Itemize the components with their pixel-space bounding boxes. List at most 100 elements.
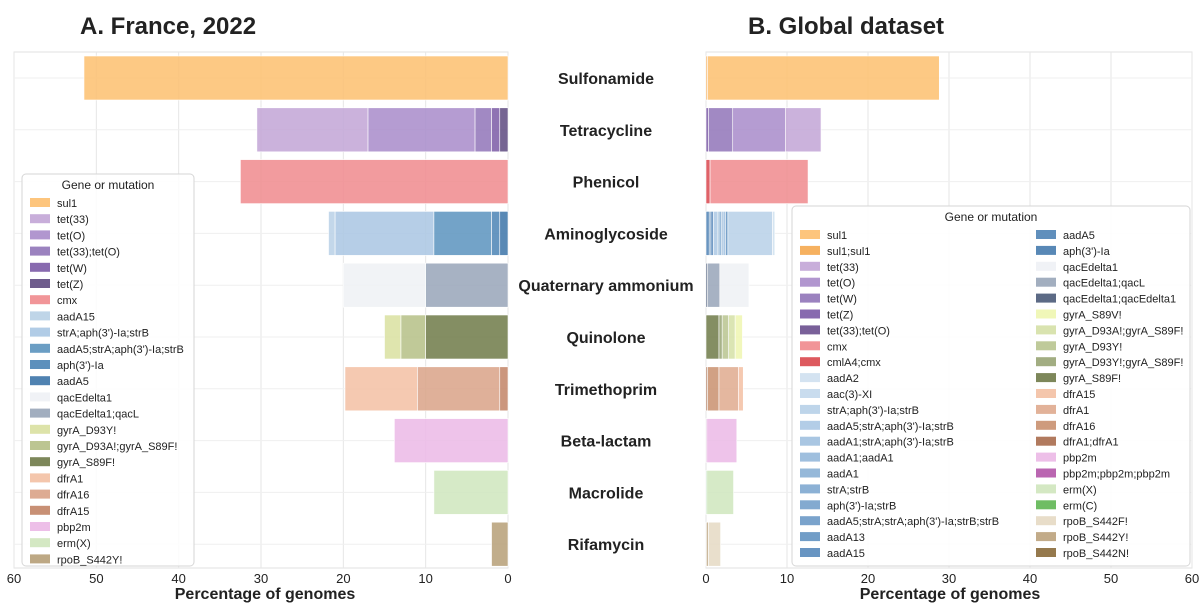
b-legend-label: aadA15 xyxy=(827,548,865,560)
a-legend-label: aadA5;strA;aph(3')-Ia;strB xyxy=(57,344,184,356)
a-bar-quinolone-gyra-d93y xyxy=(384,314,402,360)
b-bar-phenicol-cmla4-cmx xyxy=(705,159,711,204)
panel-a-xlabel: Percentage of genomes xyxy=(175,586,356,603)
b-bar-quaternary-ammonium-qacedelta1-qacl xyxy=(707,262,721,308)
a-bar-quaternary-ammonium-qacedelta1-qacl xyxy=(425,262,509,308)
b-bar-tetracycline-tet-o xyxy=(732,107,786,153)
b-tick-label: 60 xyxy=(1185,571,1199,586)
b-bar-phenicol-cmx xyxy=(709,159,809,204)
a-bar-trimethoprim-dfra15 xyxy=(499,366,509,412)
a-legend-swatch xyxy=(30,279,50,288)
b-legend-swatch xyxy=(800,516,820,526)
b-legend-label: aadA2 xyxy=(827,373,859,385)
a-legend-label: qacEdelta1;qacL xyxy=(57,409,139,421)
a-bar-tetracycline-tet-33-tet-o xyxy=(474,107,492,153)
b-bar-quinolone-gyra-d93y xyxy=(721,314,729,360)
a-bar-quinolone-gyra-d93a-gyra-s89f xyxy=(400,314,426,360)
b-legend-label: aadA1;strA;aph(3')-Ia;strB xyxy=(827,437,954,449)
b-legend-label: aac(3)-XI xyxy=(827,389,872,401)
a-legend-swatch xyxy=(30,522,50,531)
a-legend-label: strA;aph(3')-Ia;strB xyxy=(57,328,149,340)
panel-b-global: B. Global dataset 0 10 20 30 40 50 60 Percenta… xyxy=(702,13,1199,603)
b-bar-aminoglycoside-aada2 xyxy=(772,211,776,256)
b-legend-label: dfrA16 xyxy=(1063,421,1095,433)
b-legend-swatch xyxy=(1036,277,1056,287)
a-bar-aminoglycoside-aada5 xyxy=(499,211,509,256)
b-legend-label: rpoB_S442F! xyxy=(1063,516,1128,528)
b-legend-label: qacEdelta1;qacEdelta1 xyxy=(1063,294,1176,306)
a-tick-label: 50 xyxy=(89,571,103,586)
b-legend-swatch xyxy=(800,309,820,319)
a-bar-tetracycline-tet-o xyxy=(367,107,476,153)
b-legend-swatch xyxy=(1036,500,1056,510)
a-legend-swatch xyxy=(30,538,50,548)
b-tick-label: 20 xyxy=(861,571,875,586)
a-legend-swatch xyxy=(30,392,50,402)
a-legend-label: aph(3')-Ia xyxy=(57,360,105,372)
b-legend-swatch xyxy=(1036,436,1056,446)
panel-a-x-axis: 60 50 40 30 20 10 0 xyxy=(7,571,512,586)
panel-a-bars xyxy=(83,55,509,567)
a-tick-label: 10 xyxy=(418,571,432,586)
b-legend-swatch xyxy=(1036,373,1056,383)
b-legend-swatch xyxy=(1036,532,1056,542)
b-legend-swatch xyxy=(800,548,820,557)
b-legend-swatch xyxy=(1036,452,1056,462)
a-legend-swatch xyxy=(30,360,50,369)
b-legend-title: Gene or mutation xyxy=(945,210,1038,224)
a-legend-swatch xyxy=(30,473,50,483)
b-bar-rifamycin-rpob-s442f xyxy=(708,521,721,567)
b-legend-swatch xyxy=(1036,548,1056,557)
b-legend-label: gyrA_S89F! xyxy=(1063,373,1121,385)
b-legend-label: rpoB_S442N! xyxy=(1063,548,1129,560)
a-legend-swatch xyxy=(30,311,50,321)
category-label-sulfonamide: Sulfonamide xyxy=(558,71,654,88)
a-bar-sulfonamide-sul1 xyxy=(83,55,509,101)
panel-a-title: A. France, 2022 xyxy=(80,13,256,40)
a-legend-label: dfrA15 xyxy=(57,506,89,518)
a-legend-label: tet(Z) xyxy=(57,279,83,291)
b-legend-label: aph(3')-Ia;strB xyxy=(827,500,896,512)
b-tick-label: 10 xyxy=(780,571,794,586)
b-legend-swatch xyxy=(1036,293,1056,303)
b-legend-label: erm(X) xyxy=(1063,484,1097,496)
b-bar-quinolone-gyra-d93y-gyra-s89f xyxy=(718,314,723,360)
a-legend-label: gyrA_D93Y! xyxy=(57,425,116,437)
category-label-rifamycin: Rifamycin xyxy=(568,537,644,554)
a-legend-swatch xyxy=(30,246,50,256)
a-bar-trimethoprim-dfra16 xyxy=(417,366,501,412)
a-bar-tetracycline-tet-z xyxy=(499,107,509,153)
a-bar-rifamycin-rpob-s442y xyxy=(491,521,509,567)
b-legend-label: dfrA1;dfrA1 xyxy=(1063,437,1119,449)
a-bar-macrolide-erm-x xyxy=(433,470,509,515)
b-legend-swatch xyxy=(800,357,820,367)
b-legend-swatch xyxy=(800,420,820,430)
b-legend-swatch xyxy=(1036,404,1056,414)
b-bar-aminoglycoside-aada1 xyxy=(718,211,722,256)
a-legend-swatch xyxy=(30,376,50,386)
b-legend-label: aadA5;strA;aph(3')-Ia;strB xyxy=(827,421,954,433)
a-legend-swatch xyxy=(30,489,50,499)
a-legend-label: aadA5 xyxy=(57,376,89,388)
category-label-trimethoprim: Trimethoprim xyxy=(555,382,657,399)
category-label-aminoglycoside: Aminoglycoside xyxy=(544,226,668,243)
a-legend-swatch xyxy=(30,554,50,564)
b-legend-label: aadA5 xyxy=(1063,230,1095,242)
b-legend-label: gyrA_D93Y!;gyrA_S89F! xyxy=(1063,357,1183,369)
a-bar-aminoglycoside-aada15 xyxy=(328,211,336,256)
panel-a-legend: Gene or mutation sul1 tet(33) tet(O) tet(33)… xyxy=(21,173,195,567)
b-bar-beta-lactam-pbp2m xyxy=(706,418,738,463)
b-legend-label: pbp2m xyxy=(1063,453,1097,465)
b-bar-aminoglycoside-aada5 xyxy=(705,211,710,256)
a-bar-phenicol-cmx xyxy=(240,159,509,204)
a-legend-label: rpoB_S442Y! xyxy=(57,554,122,566)
b-legend-swatch xyxy=(1036,325,1056,335)
b-tick-label: 30 xyxy=(942,571,956,586)
a-legend-swatch xyxy=(30,457,50,467)
b-legend-swatch xyxy=(800,404,820,414)
b-legend-label: aadA5;strA;strA;aph(3')-Ia;strB;strB xyxy=(827,516,999,528)
b-legend-label: erm(C) xyxy=(1063,500,1097,512)
a-bar-aminoglycoside-aada5-stra-aph-3-ia-strb xyxy=(433,211,492,256)
category-labels: Sulfonamide Tetracycline Phenicol Aminoglyc… xyxy=(518,71,693,554)
b-legend-swatch xyxy=(800,452,820,462)
